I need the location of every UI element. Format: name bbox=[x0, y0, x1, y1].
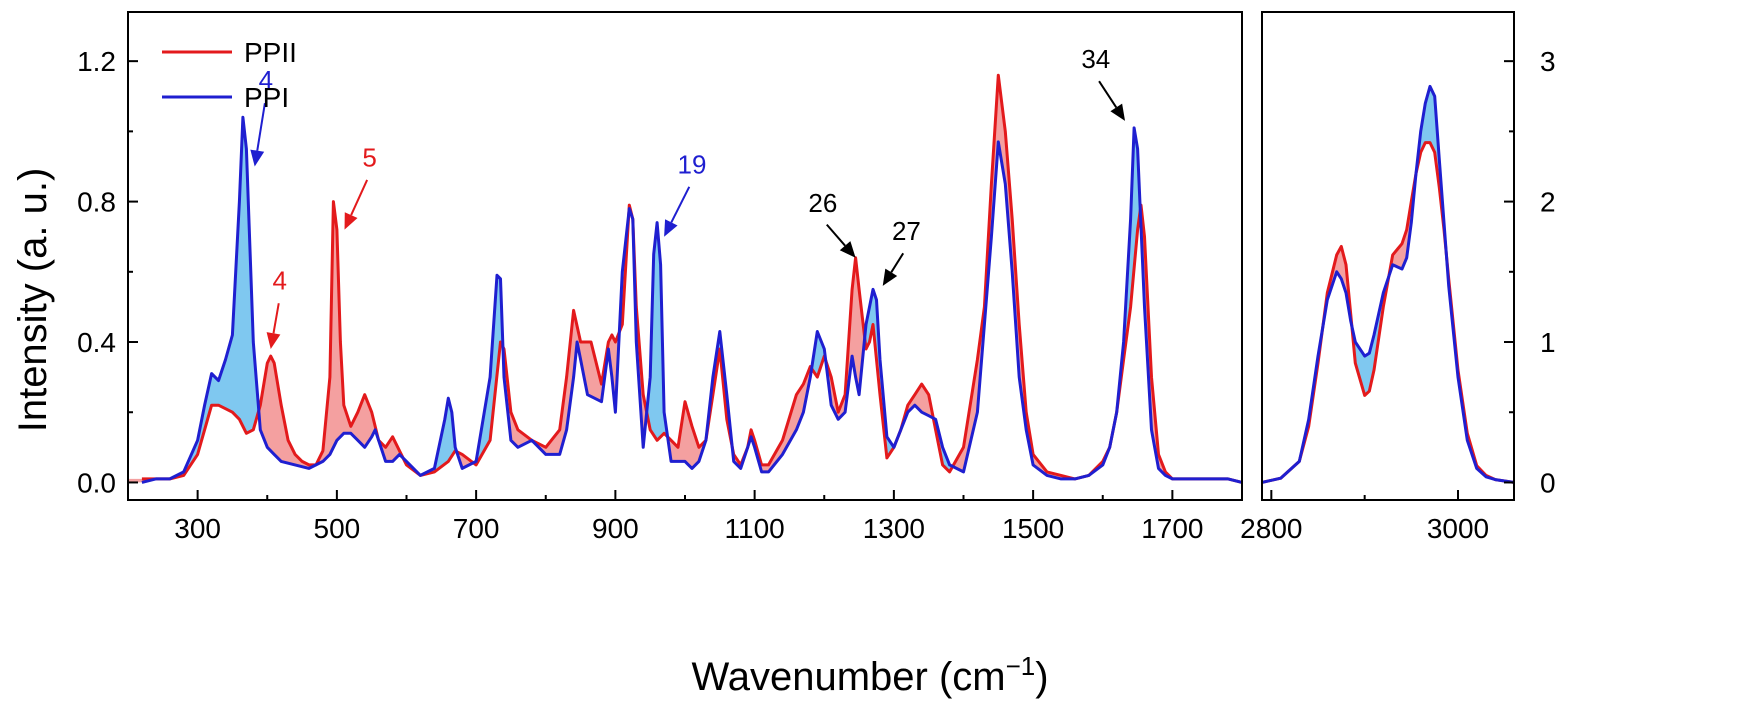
fill-ppi-above bbox=[1416, 86, 1447, 257]
plot-frame bbox=[1261, 11, 1515, 501]
x-axis-title-sup: −1 bbox=[1006, 651, 1036, 681]
x-tick-label: 1500 bbox=[1002, 513, 1064, 544]
annotation-19: 19 bbox=[664, 149, 707, 237]
fill-ppii-above bbox=[733, 362, 813, 472]
x-tick-label: 300 bbox=[174, 513, 221, 544]
x-tick-label: 1700 bbox=[1141, 513, 1203, 544]
annotation-arrow-shaft bbox=[890, 252, 905, 273]
series-lines bbox=[141, 73, 1242, 484]
annotation-label: 26 bbox=[808, 188, 837, 218]
annotation-4: 4 bbox=[266, 265, 287, 350]
y-tick-label: 0 bbox=[1540, 467, 1556, 498]
fill-ppi-above bbox=[404, 399, 458, 476]
panel-ch-stretch: 2800 3000 0 1 2 3 bbox=[1240, 11, 1556, 544]
annotation-arrow-head bbox=[266, 332, 281, 350]
fill-ppii-above bbox=[1322, 246, 1352, 328]
x-axis-title-main: Wavenumber (cm bbox=[691, 655, 1005, 699]
y-tick-label: 1 bbox=[1540, 327, 1556, 358]
fill-ppii-above bbox=[1140, 208, 1242, 483]
annotation-arrow-head bbox=[1110, 103, 1126, 121]
series-line-ppii bbox=[141, 73, 1242, 484]
annotation-26: 26 bbox=[808, 188, 856, 258]
annotation-arrow-shaft bbox=[1098, 80, 1118, 108]
x-tick-label: 3000 bbox=[1427, 513, 1489, 544]
x-tick-label: 700 bbox=[453, 513, 500, 544]
annotation-arrow-head bbox=[250, 149, 265, 167]
y-tick-label: 1.2 bbox=[77, 46, 116, 77]
annotation-arrow-head bbox=[664, 219, 678, 237]
fill-ppii-above bbox=[826, 259, 866, 419]
x-tick-label: 1100 bbox=[725, 513, 785, 544]
series-line-ppi bbox=[141, 115, 1242, 484]
x-axis-title: Wavenumber (cm−1) bbox=[691, 651, 1048, 699]
y-axis-title: Intensity (a. u.) bbox=[11, 168, 55, 433]
x-tick-label: 900 bbox=[592, 513, 639, 544]
fill-ppii-above bbox=[894, 384, 934, 447]
series-lines bbox=[1262, 84, 1514, 484]
y-tick-label: 0.4 bbox=[77, 327, 116, 358]
legend-label-ppi: PPI bbox=[244, 82, 289, 113]
fill-ppi-above bbox=[170, 119, 260, 479]
annotation-arrow-shaft bbox=[826, 223, 846, 247]
difference-fills bbox=[128, 77, 1242, 483]
fill-ppi-above bbox=[474, 276, 503, 465]
series-line-ppi bbox=[1262, 84, 1514, 484]
annotation-arrow-shaft bbox=[272, 303, 280, 334]
annotation-arrow-head bbox=[839, 241, 856, 258]
legend: PPII PPI bbox=[162, 37, 297, 113]
fill-ppii-above bbox=[503, 310, 620, 455]
annotation-34: 34 bbox=[1081, 44, 1126, 121]
fill-ppii-above bbox=[667, 401, 706, 468]
panel-low-wavenumber: 300 500 700 900 1100 1300 1500 1700 0.0 0.4 0.8 1.2… bbox=[77, 11, 1243, 544]
annotation-arrow-shaft bbox=[256, 103, 266, 151]
annotation-label: 34 bbox=[1081, 44, 1110, 74]
annotation-4: 4 bbox=[250, 65, 273, 167]
annotation-label: 5 bbox=[362, 142, 376, 172]
annotation-arrow-shaft bbox=[350, 179, 369, 216]
annotation-arrow-shaft bbox=[670, 186, 691, 223]
annotation-arrow-head bbox=[882, 268, 898, 286]
annotation-27: 27 bbox=[882, 216, 921, 286]
fill-ppi-above bbox=[1351, 276, 1389, 396]
annotation-arrow-head bbox=[344, 212, 358, 230]
x-tick-label: 1300 bbox=[863, 513, 925, 544]
x-axis-title-close: ) bbox=[1035, 655, 1048, 699]
annotation-label: 27 bbox=[892, 216, 921, 246]
annotation-label: 19 bbox=[678, 149, 707, 179]
x-tick-label: 2800 bbox=[1240, 513, 1302, 544]
fill-ppii-above bbox=[953, 77, 1117, 479]
annotation-label: 4 bbox=[259, 65, 273, 95]
series-line-ppii bbox=[1262, 141, 1514, 484]
annotation-label: 4 bbox=[273, 265, 287, 295]
y-tick-label: 2 bbox=[1540, 187, 1556, 218]
x-tick-label: 500 bbox=[314, 513, 361, 544]
y-tick-label: 0.0 bbox=[77, 467, 116, 498]
y-tick-label: 0.8 bbox=[77, 187, 116, 218]
legend-label-ppii: PPII bbox=[244, 37, 297, 68]
y-tick-label: 3 bbox=[1540, 46, 1556, 77]
annotation-5: 5 bbox=[344, 142, 377, 230]
